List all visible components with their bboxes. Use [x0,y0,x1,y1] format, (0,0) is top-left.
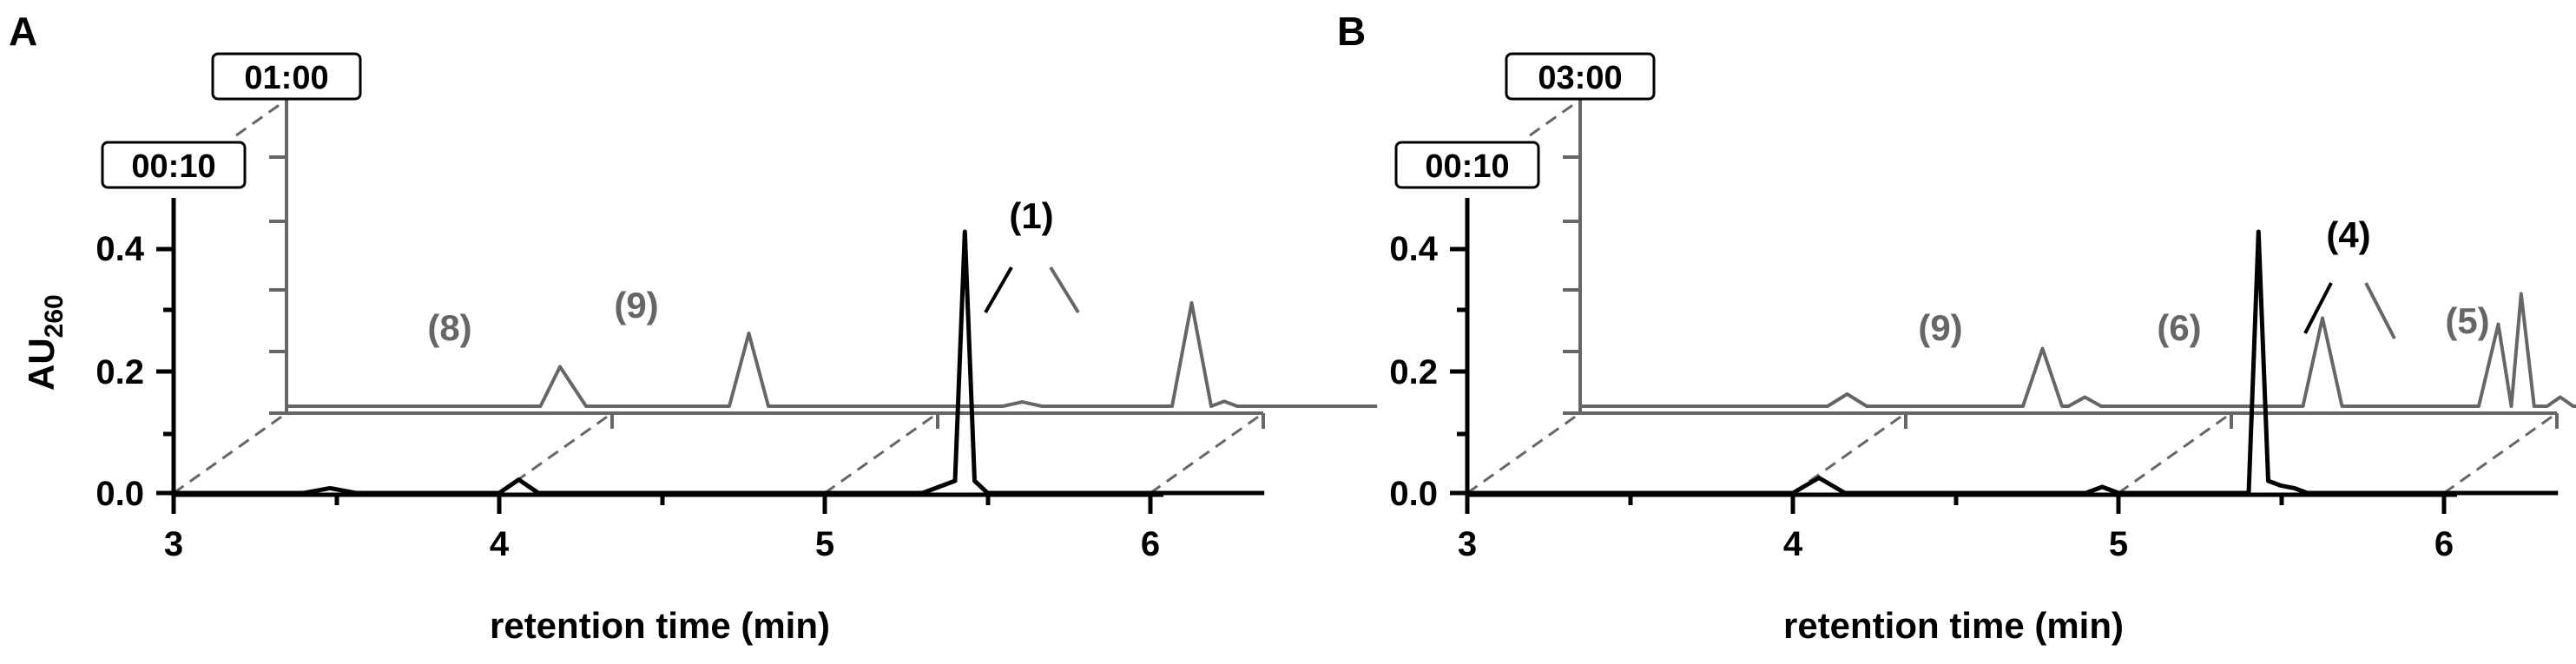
back-time-label: 03:00 [1538,60,1622,96]
perspective-connector [173,411,287,495]
y-tick-label: 0.2 [1389,353,1438,391]
peak-1-leader-front [984,266,1013,313]
y-tick-label: 0.0 [96,475,144,513]
x-tick-label: 5 [815,525,834,563]
perspective-connector [2118,411,2232,495]
perspective-connector [1529,98,1581,137]
panel-a-label: A [9,9,37,54]
peak-label-9: (9) [1918,307,1962,348]
x-tick-label: 4 [490,525,510,563]
trace-back-0300 [1580,292,2576,408]
front-time-badge [1394,141,1540,189]
y-tick-label: 0.0 [1389,475,1438,513]
trace-front-0010 [174,229,1265,496]
peak-4-leader-back [2364,282,2396,339]
perspective-connector [1466,411,1581,495]
peak-4-leader-front [2303,282,2333,334]
back-x-ticks [610,413,1265,429]
trace-back-0100 [287,301,1378,408]
x-tick-label: 3 [1458,525,1477,563]
perspective-connector [235,98,287,137]
x-axis-title: retention time (min) [490,605,830,646]
panel-b: B 0.4 0.2 0.0 3 [1337,9,2576,646]
x-tick-label: 6 [1141,525,1160,563]
y-tick-label: 0.2 [96,353,144,391]
x-axis-title: retention time (min) [1783,605,2124,646]
perspective-connector [824,411,939,495]
peak-label-6: (6) [2157,307,2201,348]
front-x-ticks [1465,495,2447,514]
peak-label-4: (4) [2326,214,2370,255]
peak-label-5: (5) [2445,300,2489,341]
x-tick-label: 5 [2109,525,2128,563]
y-axis-title-main: AU [21,338,62,391]
peak-label-8: (8) [427,307,471,348]
panel-b-label: B [1337,9,1366,54]
back-y-ticks [269,155,287,415]
y-axis-title-sub: 260 [40,294,69,338]
perspective-connector [2443,411,2558,495]
back-time-badge [1505,52,1656,101]
y-tick-label: 0.4 [96,230,144,268]
back-time-label: 01:00 [244,60,328,96]
peak-1-leader-back [1049,266,1080,314]
y-axis-title: AU260 [21,294,69,391]
x-tick-label: 3 [164,525,183,563]
peak-label-1: (1) [1009,195,1053,236]
perspective-connector [1150,411,1264,495]
panel-a: A 0.4 [9,9,1378,646]
front-time-badge [101,141,247,189]
svg-text:AU260: AU260 [21,294,69,391]
trace-front-0010 [1467,229,2559,496]
x-tick-label: 4 [1783,525,1803,563]
back-x-ticks [1904,413,2559,429]
back-y-ticks [1563,155,1580,415]
front-y-ticks [156,247,174,496]
back-time-badge [211,52,362,101]
front-time-label: 00:10 [131,148,215,185]
peak-label-9: (9) [614,285,658,325]
y-tick-label: 0.4 [1389,230,1438,268]
x-tick-label: 6 [2434,525,2454,563]
front-time-label: 00:10 [1425,148,1509,185]
front-y-ticks [1450,247,1467,496]
front-x-ticks [171,495,1153,514]
